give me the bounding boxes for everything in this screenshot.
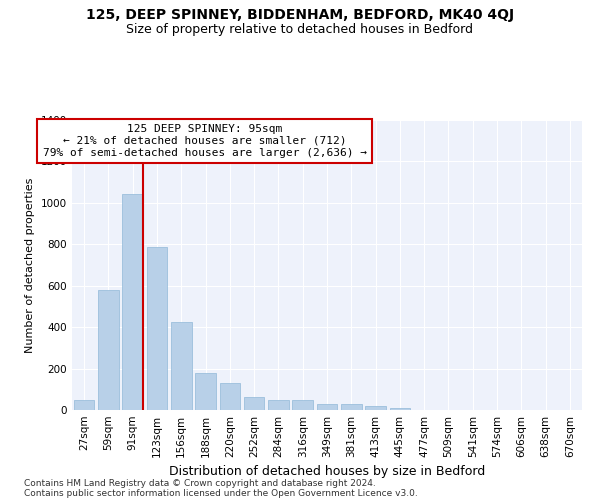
Bar	[268, 400, 289, 410]
Text: 125 DEEP SPINNEY: 95sqm
← 21% of detached houses are smaller (712)
79% of semi-d: 125 DEEP SPINNEY: 95sqm ← 21% of detache…	[43, 124, 367, 158]
Bar	[341, 404, 362, 410]
Bar	[292, 400, 313, 410]
Bar	[146, 247, 167, 410]
Text: Contains HM Land Registry data © Crown copyright and database right 2024.: Contains HM Land Registry data © Crown c…	[24, 478, 376, 488]
Bar	[74, 400, 94, 410]
Text: Size of property relative to detached houses in Bedford: Size of property relative to detached ho…	[127, 22, 473, 36]
Bar	[98, 290, 119, 410]
Bar	[220, 384, 240, 410]
Bar	[244, 397, 265, 410]
Bar	[195, 373, 216, 410]
X-axis label: Distribution of detached houses by size in Bedford: Distribution of detached houses by size …	[169, 466, 485, 478]
Y-axis label: Number of detached properties: Number of detached properties	[25, 178, 35, 352]
Text: 125, DEEP SPINNEY, BIDDENHAM, BEDFORD, MK40 4QJ: 125, DEEP SPINNEY, BIDDENHAM, BEDFORD, M…	[86, 8, 514, 22]
Text: Contains public sector information licensed under the Open Government Licence v3: Contains public sector information licen…	[24, 488, 418, 498]
Bar	[171, 322, 191, 410]
Bar	[122, 194, 143, 410]
Bar	[365, 406, 386, 410]
Bar	[317, 404, 337, 410]
Bar	[389, 408, 410, 410]
